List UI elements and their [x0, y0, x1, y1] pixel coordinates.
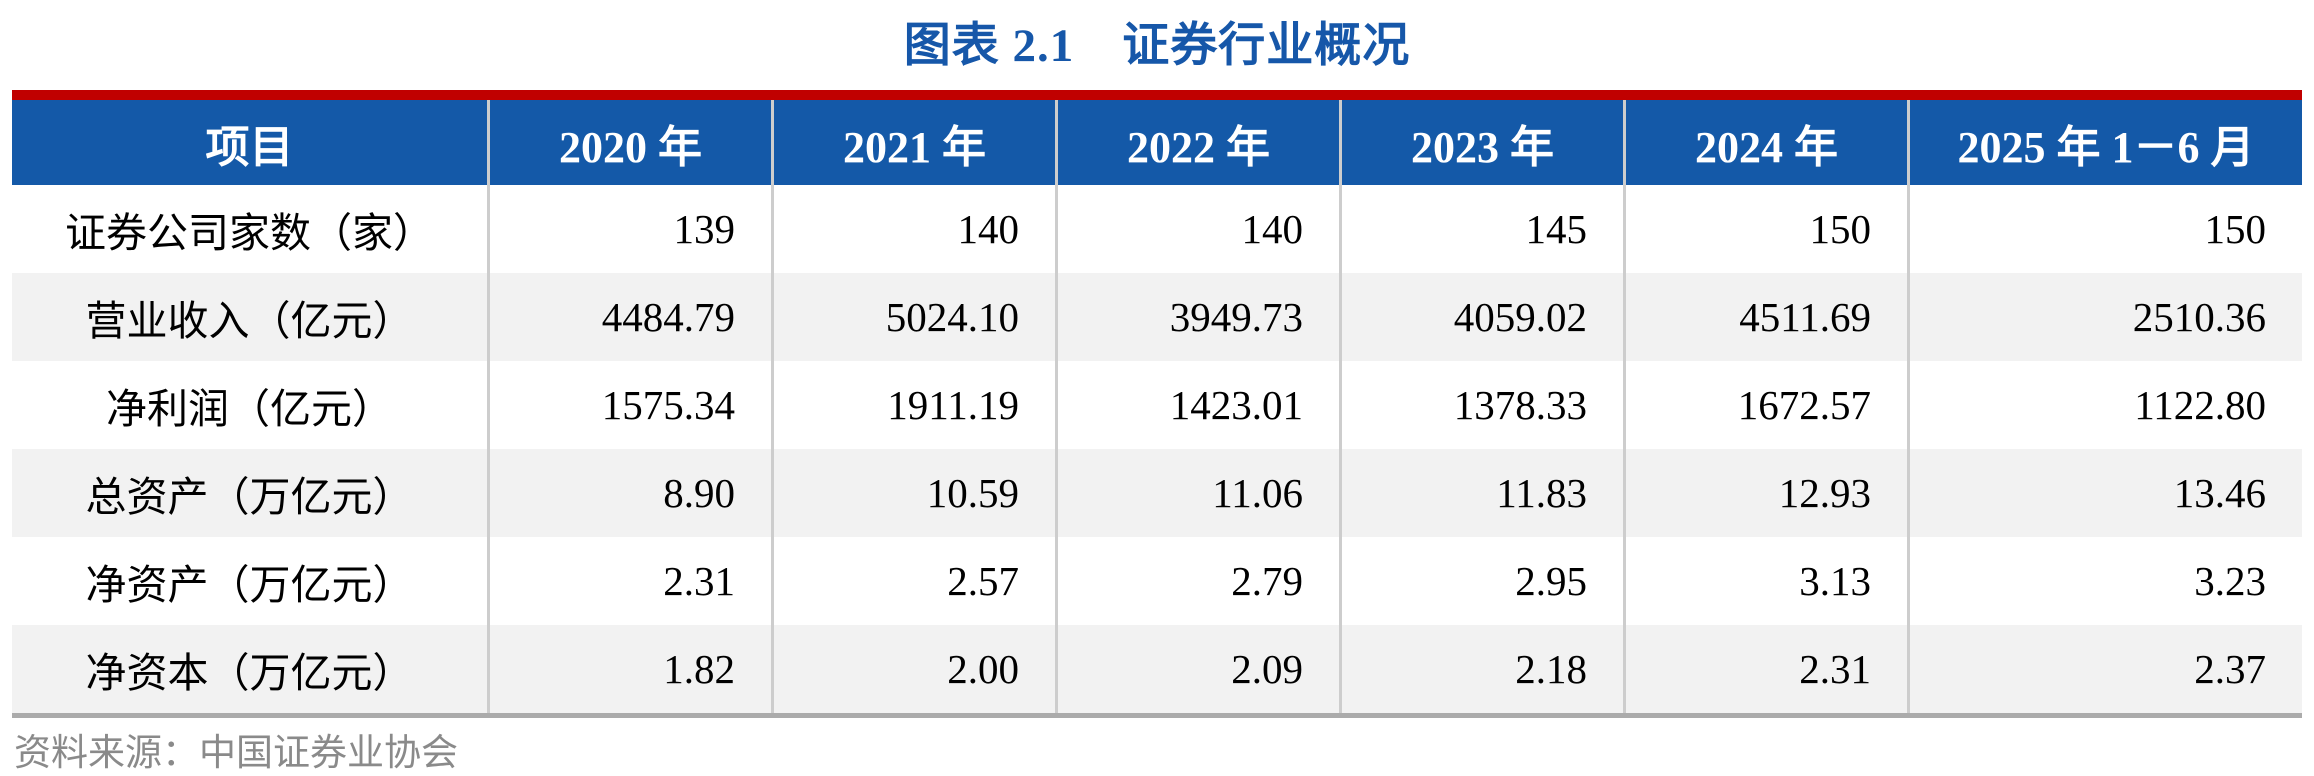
- table-cell: 1423.01: [1055, 361, 1339, 449]
- table-body: 证券公司家数（家） 139 140 140 145 150 150 营业收入（亿…: [12, 185, 2302, 718]
- table-cell: 11.06: [1055, 449, 1339, 537]
- table-cell: 2510.36: [1907, 273, 2302, 361]
- table-cell: 11.83: [1339, 449, 1623, 537]
- table-row-net-capital: 净资本（万亿元） 1.82 2.00 2.09 2.18 2.31 2.37: [12, 625, 2302, 713]
- header-cell-2021: 2021 年: [771, 100, 1055, 185]
- table-cell: 5024.10: [771, 273, 1055, 361]
- header-cell-2025-h1: 2025 年 1－6 月: [1907, 100, 2302, 185]
- table-cell: 2.00: [771, 625, 1055, 713]
- table-cell: 4511.69: [1623, 273, 1907, 361]
- row-label: 证券公司家数（家）: [65, 210, 434, 256]
- header-cell-2020: 2020 年: [487, 100, 771, 185]
- table-row-net-profit: 净利润（亿元） 1575.34 1911.19 1423.01 1378.33 …: [12, 361, 2302, 449]
- header-cell-2022: 2022 年: [1055, 100, 1339, 185]
- table-cell: 4484.79: [487, 273, 771, 361]
- table-cell: 3.23: [1907, 537, 2302, 625]
- table-cell: 145: [1339, 185, 1623, 273]
- row-label: 净利润（亿元）: [106, 386, 393, 432]
- table-cell: 4059.02: [1339, 273, 1623, 361]
- row-label: 净资本（万亿元）: [85, 650, 414, 696]
- table-cell: 1.82: [487, 625, 771, 713]
- table-cell: 8.90: [487, 449, 771, 537]
- table-cell: 140: [771, 185, 1055, 273]
- table-cell: 2.37: [1907, 625, 2302, 713]
- table-cell: 12.93: [1623, 449, 1907, 537]
- table-row-company-count: 证券公司家数（家） 139 140 140 145 150 150: [12, 185, 2302, 273]
- table-cell: 2.95: [1339, 537, 1623, 625]
- table-cell: 140: [1055, 185, 1339, 273]
- table-cell: 2.57: [771, 537, 1055, 625]
- table-row-operating-revenue: 营业收入（亿元） 4484.79 5024.10 3949.73 4059.02…: [12, 273, 2302, 361]
- table-cell: 10.59: [771, 449, 1055, 537]
- table-cell: 1672.57: [1623, 361, 1907, 449]
- table-top-accent-bar: [12, 90, 2302, 100]
- header-cell-2024: 2024 年: [1623, 100, 1907, 185]
- table-row-total-assets: 总资产（万亿元） 8.90 10.59 11.06 11.83 12.93 13…: [12, 449, 2302, 537]
- table-cell: 1378.33: [1339, 361, 1623, 449]
- table-cell: 2.09: [1055, 625, 1339, 713]
- table-cell: 2.31: [1623, 625, 1907, 713]
- table-cell: 3949.73: [1055, 273, 1339, 361]
- table-cell: 1122.80: [1907, 361, 2302, 449]
- row-label: 营业收入（亿元）: [85, 298, 414, 344]
- table-cell: 139: [487, 185, 771, 273]
- table-cell: 13.46: [1907, 449, 2302, 537]
- source-note: 资料来源：中国证券业协会: [14, 733, 458, 774]
- header-cell-item: 项目: [205, 122, 294, 172]
- table-cell: 1575.34: [487, 361, 771, 449]
- table-cell: 150: [1623, 185, 1907, 273]
- table-header-row: 项目 2020 年 2021 年 2022 年 2023 年 2024 年 20…: [12, 100, 2302, 185]
- row-label: 总资产（万亿元）: [85, 474, 414, 520]
- table-row-net-assets: 净资产（万亿元） 2.31 2.57 2.79 2.95 3.13 3.23: [12, 537, 2302, 625]
- table-cell: 1911.19: [771, 361, 1055, 449]
- table-cell: 150: [1907, 185, 2302, 273]
- table-cell: 3.13: [1623, 537, 1907, 625]
- table-cell: 2.31: [487, 537, 771, 625]
- industry-overview-table: 项目 2020 年 2021 年 2022 年 2023 年 2024 年 20…: [12, 90, 2302, 718]
- header-cell-2023: 2023 年: [1339, 100, 1623, 185]
- row-label: 净资产（万亿元）: [85, 562, 414, 608]
- table-cell: 2.79: [1055, 537, 1339, 625]
- table-cell: 2.18: [1339, 625, 1623, 713]
- page-title: 图表 2.1 证券行业概况: [903, 20, 1411, 72]
